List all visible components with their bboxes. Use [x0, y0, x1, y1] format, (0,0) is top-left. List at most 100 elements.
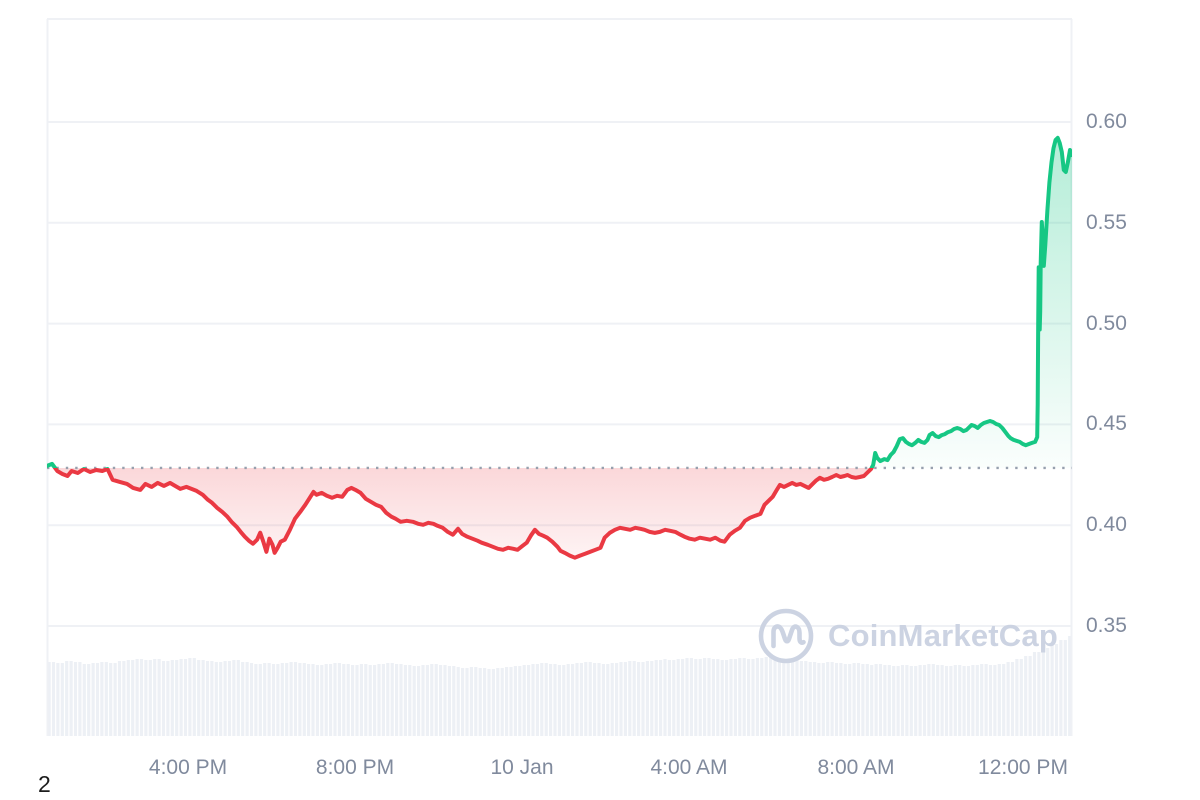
volume-bar: [280, 663, 284, 736]
volume-bar: [421, 665, 425, 736]
volume-bar: [795, 660, 799, 736]
volume-bar: [813, 662, 817, 736]
volume-bar: [271, 664, 276, 736]
volume-bar: [988, 665, 993, 736]
volume-bar: [637, 662, 641, 736]
volume-bar: [522, 665, 526, 736]
volume-bar: [971, 665, 975, 736]
volume-bar: [122, 661, 126, 736]
volume-bar: [738, 658, 742, 736]
volume-bar: [698, 659, 702, 736]
volume-bar: [931, 664, 935, 736]
volume-bar: [553, 664, 557, 736]
volume-bar: [878, 664, 883, 736]
volume-bar: [949, 666, 953, 736]
volume-bar: [276, 664, 280, 736]
volume-bar: [91, 663, 95, 736]
volume-bar: [993, 665, 997, 736]
volume-bar: [883, 665, 887, 736]
volume-bar: [131, 660, 135, 736]
volume-bar: [808, 662, 812, 736]
volume-bar: [905, 665, 909, 736]
volume-bar: [205, 661, 210, 736]
x-axis-tick-label: 4:00 PM: [148, 756, 228, 779]
volume-bar: [117, 661, 122, 736]
volume-bar: [289, 662, 293, 736]
volume-bar: [161, 661, 166, 736]
volume-bar: [597, 663, 601, 736]
volume-bar: [549, 664, 553, 736]
volume-bar: [672, 660, 676, 736]
volume-bar: [777, 658, 781, 736]
page-marker: 2: [38, 771, 51, 797]
volume-bar: [540, 663, 544, 736]
volume-bar: [606, 664, 610, 736]
volume-bar: [417, 666, 421, 736]
volume-bar: [241, 662, 245, 736]
volume-bar: [188, 658, 192, 736]
volume-bar: [73, 662, 78, 736]
volume-bar: [170, 660, 174, 736]
volume-bar: [478, 668, 482, 736]
volume-bar: [584, 662, 588, 736]
volume-bar: [1015, 659, 1019, 736]
volume-bar: [834, 663, 839, 736]
volume-bar: [588, 662, 592, 736]
volume-bar: [641, 662, 645, 736]
volume-bar: [139, 659, 144, 736]
volume-bar: [518, 666, 522, 736]
volume-bar: [395, 664, 399, 736]
price-line-down: [52, 467, 874, 560]
volume-bar: [531, 664, 535, 736]
volume-bar: [861, 664, 865, 736]
volume-bar: [513, 666, 517, 736]
volume-bar: [267, 663, 271, 736]
volume-bar: [900, 665, 905, 736]
volume-bar: [500, 668, 504, 736]
volume-bar: [201, 660, 205, 736]
volume-bar: [465, 668, 469, 736]
volume-bar: [95, 663, 100, 736]
volume-bar: [505, 667, 509, 736]
volume-bar: [676, 659, 680, 736]
volume-bar: [135, 659, 139, 736]
volume-bar: [258, 664, 262, 736]
volume-bar: [487, 669, 491, 736]
volume-bar: [126, 660, 130, 736]
volume-bar: [368, 665, 372, 736]
volume-bar: [799, 661, 803, 736]
volume-bar: [826, 662, 830, 736]
x-axis-tick-label: 8:00 PM: [315, 756, 395, 779]
price-area-up: [47, 137, 1072, 468]
volume-bar: [892, 666, 896, 736]
volume-bar: [747, 659, 751, 736]
volume-bar: [830, 662, 834, 736]
volume-bar: [355, 665, 359, 736]
price-line-up: [47, 135, 1072, 468]
volume-bar: [346, 664, 350, 736]
volume-bar: [311, 664, 315, 736]
y-axis-tick-label: 0.45: [1086, 412, 1127, 436]
volume-bar: [359, 664, 363, 736]
volume-bar: [681, 659, 685, 736]
volume-bar: [927, 664, 931, 736]
volume-bar: [760, 658, 764, 736]
price-area-down: [55, 467, 872, 558]
volume-bar: [874, 664, 878, 736]
volume-bar: [663, 659, 667, 736]
volume-bar: [755, 658, 759, 736]
volume-bar: [236, 660, 240, 736]
volume-bar: [285, 663, 289, 736]
volume-bar: [192, 658, 196, 736]
volume-bar: [918, 665, 922, 736]
volume-bar: [302, 663, 306, 736]
y-axis-tick-label: 0.35: [1086, 614, 1127, 637]
volume-bar: [887, 665, 891, 736]
volume-bar: [786, 659, 790, 736]
volume-bar: [60, 663, 64, 736]
volume-bar: [975, 665, 979, 736]
volume-bar: [984, 664, 988, 736]
volume-bar: [856, 663, 861, 736]
